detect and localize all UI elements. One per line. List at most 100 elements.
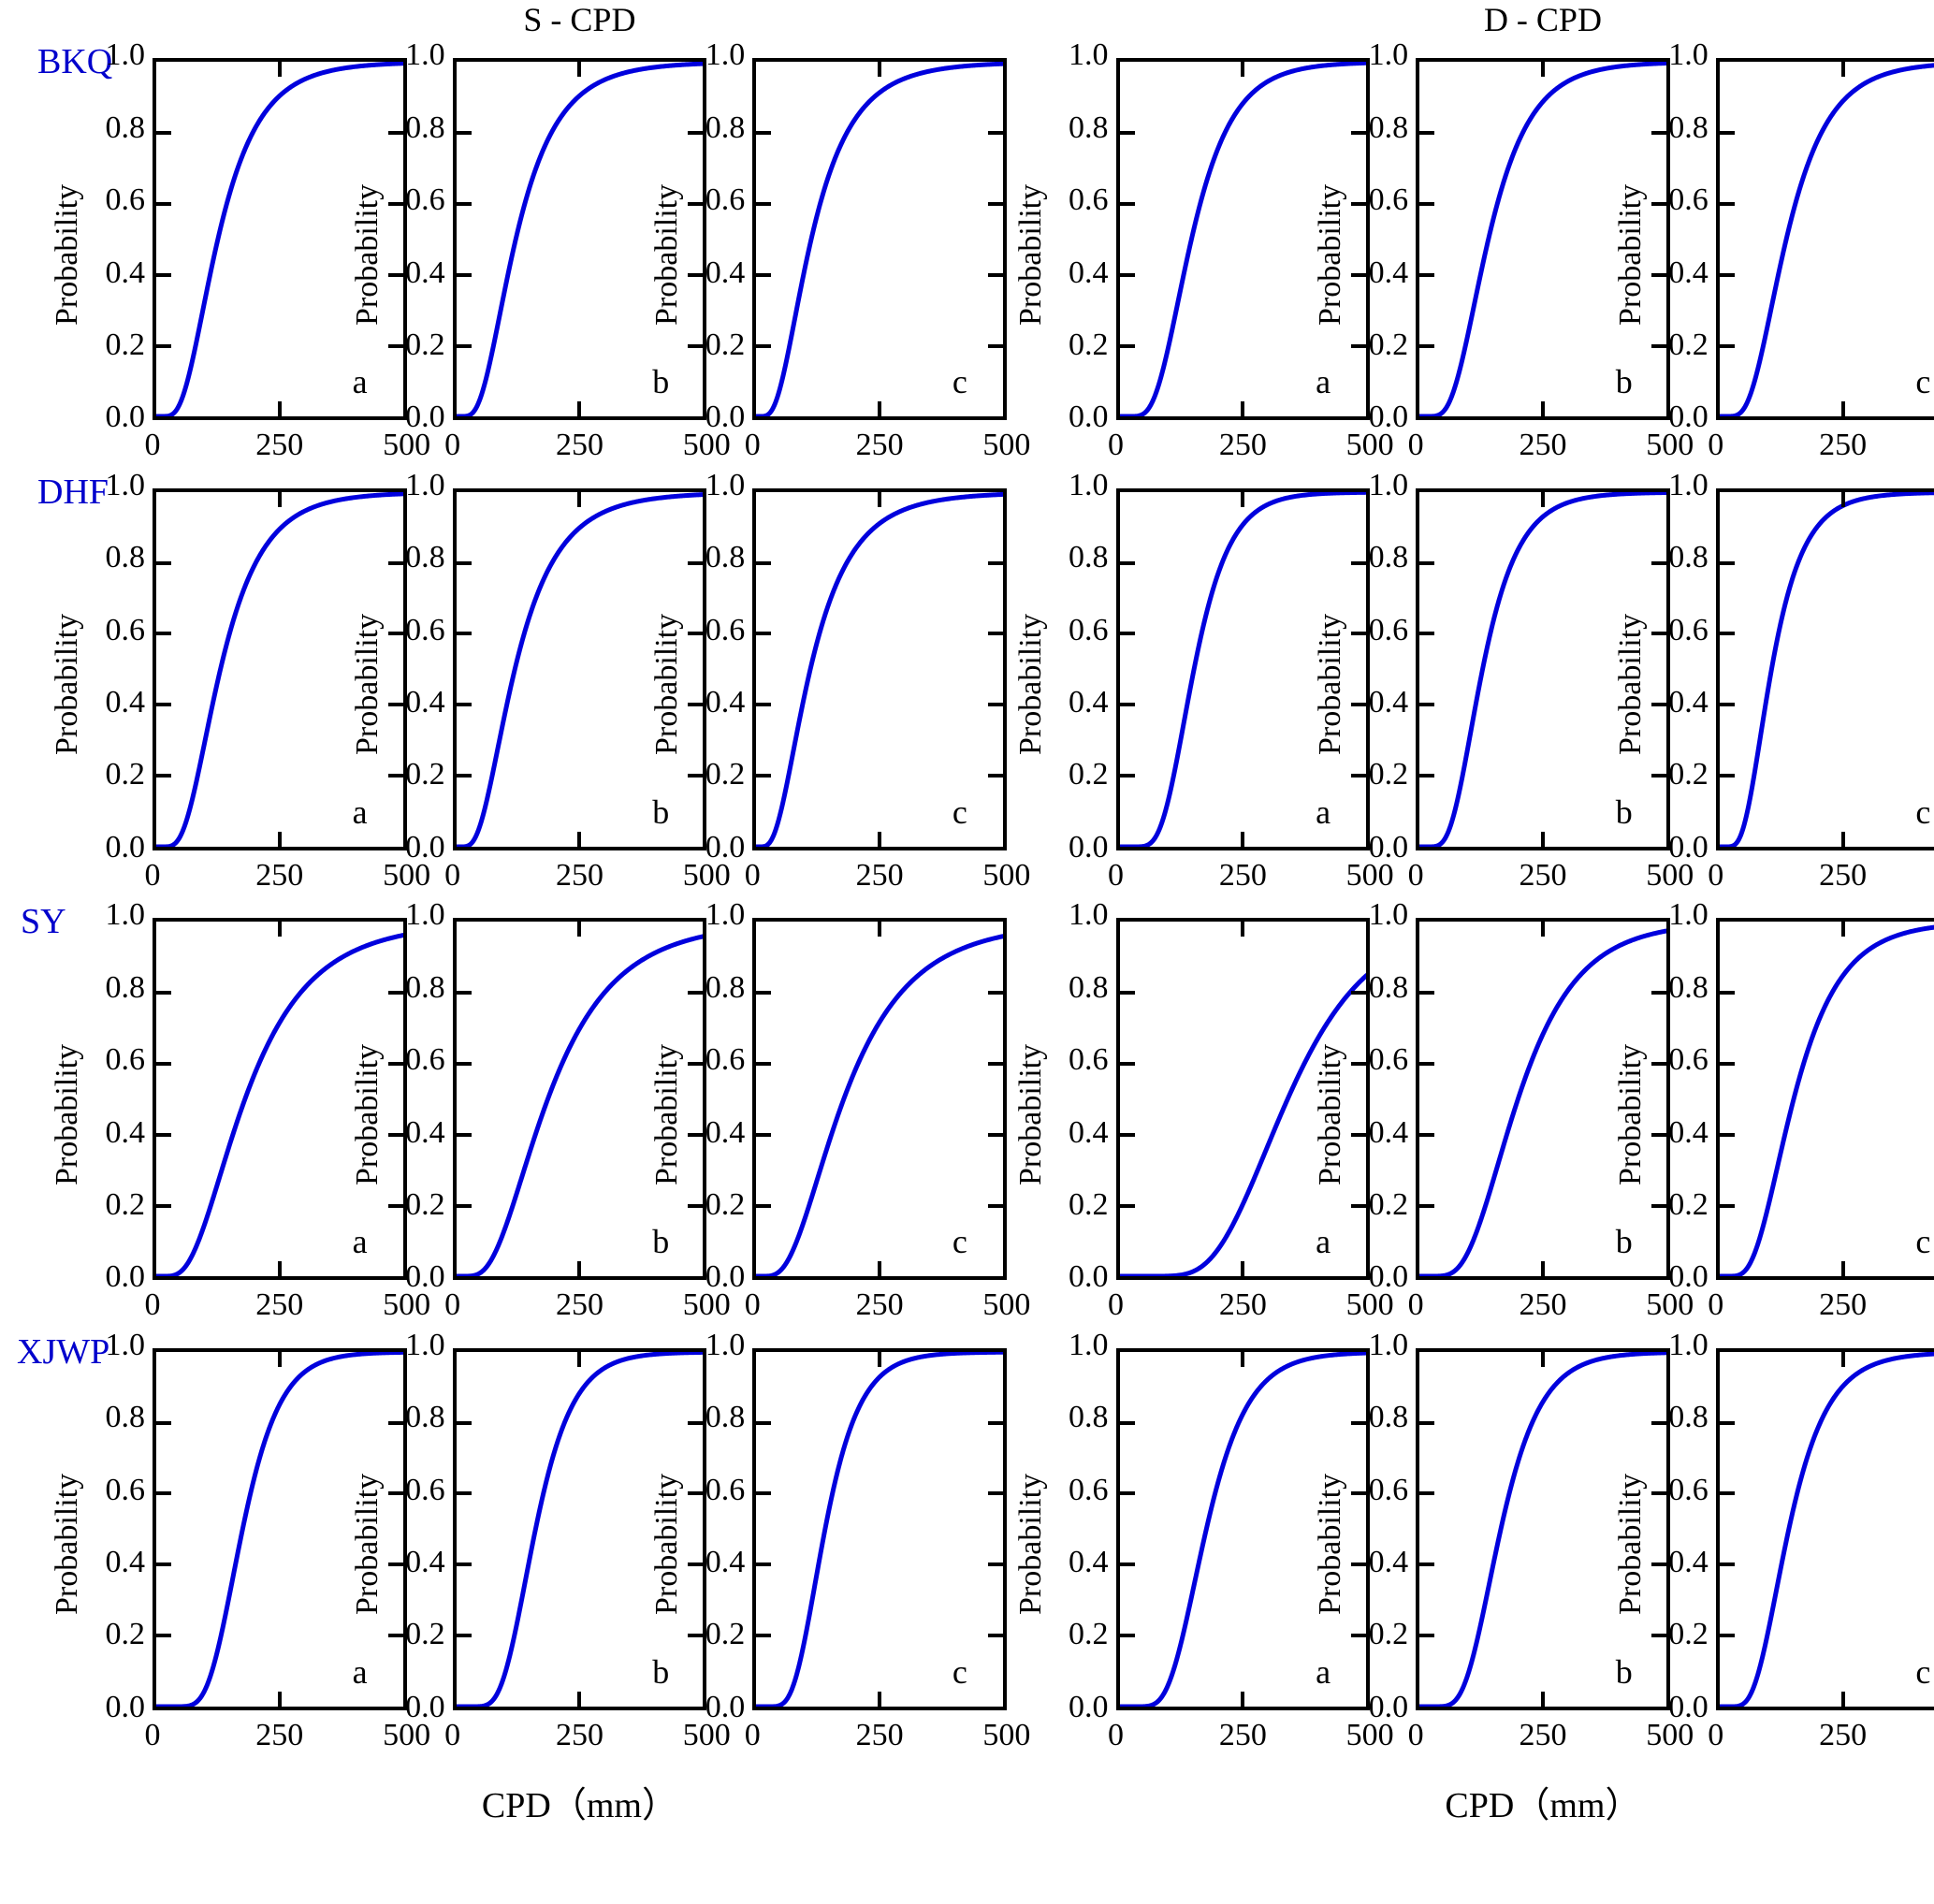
x-tick-top-250 (277, 62, 282, 78)
cdf-curve-sy-s-c (756, 934, 1003, 1277)
y-tick-0.2 (1419, 1633, 1435, 1637)
y-tick-0.8 (1719, 131, 1735, 136)
x-tick-250 (277, 1691, 282, 1707)
y-tick-label-0: 0.0 (405, 1259, 445, 1295)
x-tick-250 (577, 831, 582, 847)
cdf-curve-sy-d-b (1419, 928, 1666, 1277)
y-tick-label-1: 1.0 (1368, 897, 1409, 933)
cdf-curve-dhf-d-a (1119, 491, 1367, 847)
y-axis-label: Probability (1012, 1474, 1048, 1616)
cdf-curve-xjwp-s-b (456, 1351, 704, 1707)
x-tick-250 (1840, 1691, 1845, 1707)
x-tick-label-250: 250 (1819, 1287, 1868, 1323)
y-axis-label: Probability (649, 1474, 685, 1616)
y-tick-label-0: 0.0 (1668, 829, 1709, 865)
y-tick-right-0.4 (387, 1562, 403, 1567)
y-tick-right-0.2 (1650, 343, 1666, 348)
x-tick-top-250 (1840, 922, 1845, 937)
y-tick-label-0.8: 0.8 (1368, 1400, 1409, 1435)
y-tick-right-0.8 (1351, 131, 1367, 136)
x-tick-label-0: 0 (1108, 1287, 1124, 1323)
y-tick-0.8 (756, 1420, 772, 1425)
y-tick-0.8 (1419, 131, 1435, 136)
x-tick-label-500: 500 (682, 428, 731, 463)
x-tick-250 (277, 401, 282, 417)
cdf-curve-dhf-s-c (756, 491, 1003, 847)
y-tick-right-0.2 (387, 1203, 403, 1208)
plot-area-sy-s-a (152, 918, 407, 1281)
y-tick-0.2 (155, 1203, 171, 1208)
y-tick-label-0.6: 0.6 (1668, 1042, 1709, 1078)
y-tick-right-0.4 (688, 1132, 704, 1137)
panel-letter-a: a (352, 1652, 368, 1691)
y-tick-label-0.2: 0.2 (1368, 1186, 1409, 1222)
y-tick-0.6 (1119, 1061, 1135, 1066)
y-tick-0.6 (1719, 1061, 1735, 1066)
x-tick-top-250 (878, 1351, 882, 1367)
x-tick-250 (1241, 831, 1245, 847)
cdf-curve-xjwp-s-c (756, 1351, 1003, 1707)
y-tick-0.2 (756, 774, 772, 778)
x-tick-label-500: 500 (1345, 428, 1394, 463)
y-tick-0.6 (756, 1061, 772, 1066)
y-tick-label-0.8: 0.8 (1069, 1400, 1109, 1435)
y-tick-right-0.6 (688, 202, 704, 207)
x-tick-label-0: 0 (1708, 1287, 1724, 1323)
x-tick-label-0: 0 (1407, 1717, 1424, 1752)
y-tick-0.4 (1119, 272, 1135, 277)
y-axis-label: Probability (1012, 1043, 1048, 1185)
plot-area-bkq-s-c (752, 58, 1007, 421)
y-tick-0.6 (756, 202, 772, 207)
y-axis-label: Probability (49, 1043, 84, 1185)
y-tick-label-0.2: 0.2 (405, 1617, 445, 1652)
y-tick-right-0.6 (1351, 632, 1367, 636)
y-tick-0.4 (1719, 703, 1735, 707)
y-axis-label: Probability (649, 183, 685, 326)
y-tick-right-0.4 (987, 1562, 1003, 1567)
x-tick-250 (1540, 401, 1545, 417)
y-tick-right-0.2 (387, 774, 403, 778)
x-tick-label-500: 500 (1923, 1289, 1934, 1321)
y-tick-label-1: 1.0 (705, 467, 746, 502)
cdf-curve-bkq-s-c (756, 62, 1003, 417)
x-tick-250 (878, 1261, 882, 1277)
x-tick-label-500: 500 (682, 857, 731, 893)
x-tick-top-250 (577, 491, 582, 507)
x-axis-title-s: CPD（mm） (481, 1785, 677, 1825)
y-tick-right-0.4 (1351, 1562, 1367, 1567)
cdf-curve-xjwp-d-a (1119, 1351, 1367, 1707)
y-tick-label-0.8: 0.8 (705, 969, 746, 1005)
y-tick-label-0.2: 0.2 (405, 327, 445, 363)
y-tick-label-0: 0.0 (105, 1259, 145, 1295)
y-tick-right-0.6 (1650, 202, 1666, 207)
y-tick-label-0: 0.0 (405, 1689, 445, 1724)
y-tick-label-0.6: 0.6 (705, 612, 746, 647)
y-tick-0.8 (1119, 991, 1135, 996)
x-tick-label-500: 500 (982, 1287, 1031, 1323)
y-tick-0.4 (456, 1132, 472, 1137)
x-tick-label-0: 0 (1108, 1717, 1124, 1752)
y-tick-0.4 (155, 1562, 171, 1567)
y-tick-label-0.4: 0.4 (1368, 685, 1409, 720)
y-tick-0.4 (456, 1562, 472, 1567)
panel-letter-b: b (652, 792, 670, 831)
y-tick-right-0.2 (987, 774, 1003, 778)
x-tick-label-250: 250 (1218, 857, 1267, 893)
y-tick-label-0.2: 0.2 (1069, 1617, 1109, 1652)
plot-area-dhf-s-c (752, 487, 1007, 850)
y-tick-right-0.6 (1650, 1491, 1666, 1496)
y-tick-label-0.2: 0.2 (1368, 757, 1409, 792)
panel-letter-c: c (952, 792, 967, 831)
x-tick-250 (1840, 831, 1845, 847)
y-tick-label-0: 0.0 (405, 829, 445, 865)
y-tick-right-0.6 (1351, 1491, 1367, 1496)
y-tick-label-0.4: 0.4 (105, 1114, 145, 1150)
y-tick-label-0.2: 0.2 (405, 757, 445, 792)
y-tick-right-0.2 (387, 1633, 403, 1637)
x-tick-250 (277, 831, 282, 847)
x-tick-250 (1540, 1261, 1545, 1277)
y-tick-right-0.2 (688, 774, 704, 778)
y-tick-right-0.4 (688, 272, 704, 277)
y-tick-0.8 (456, 991, 472, 996)
y-tick-0.6 (155, 1491, 171, 1496)
